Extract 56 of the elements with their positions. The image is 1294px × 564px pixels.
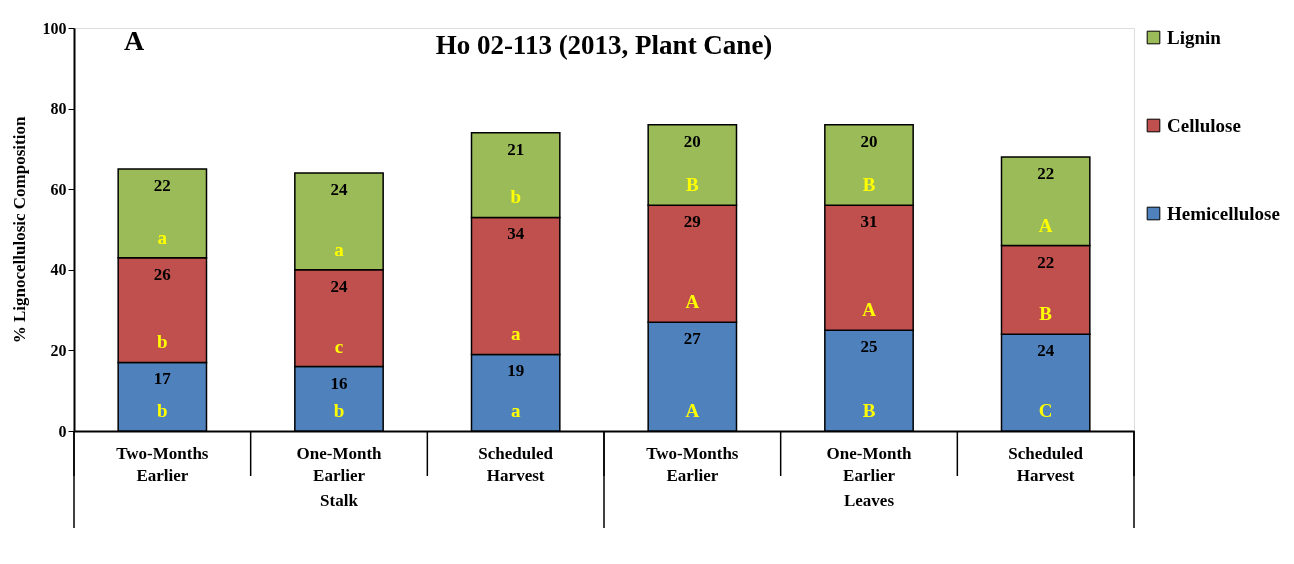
x-tick-label: Two-Months Earlier: [116, 443, 209, 485]
annotation: A: [124, 25, 145, 56]
data-label: 24: [330, 180, 348, 200]
chart-title: Ho 02-113 (2013, Plant Cane): [435, 30, 773, 60]
y-tick-label: 100: [42, 19, 67, 37]
y-tick-label: 0: [58, 422, 67, 440]
data-label: 20: [683, 131, 701, 151]
annotation: a: [157, 226, 168, 248]
y-tick-label: 20: [50, 341, 67, 359]
annotation: a: [510, 323, 521, 345]
x-tick-label: One-Month Earlier: [826, 443, 913, 485]
data-label: 34: [507, 224, 525, 244]
x-tick-label: Two-Months Earlier: [646, 443, 739, 485]
annotation: b: [157, 400, 168, 421]
annotation: B: [1039, 303, 1053, 325]
legend-label: Lignin: [1167, 26, 1222, 48]
y-tick-label: 40: [50, 261, 67, 279]
x-tick-label: One-Month Earlier: [296, 443, 383, 485]
data-label: 17: [153, 369, 172, 389]
annotation: B: [862, 400, 876, 421]
annotation: a: [334, 238, 345, 260]
annotation: C: [1038, 400, 1053, 421]
y-axis-title: % Lignocellulosic Composition: [9, 116, 29, 344]
data-label: 22: [1037, 163, 1055, 183]
data-label: 26: [153, 264, 171, 284]
annotation: A: [1038, 214, 1053, 236]
annotation: c: [334, 335, 344, 357]
data-label: 22: [1037, 252, 1055, 272]
text: Stalk: [320, 491, 359, 510]
data-label: 25: [860, 337, 878, 357]
annotation: B: [862, 174, 876, 196]
data-label: 20: [860, 131, 878, 151]
y-tick-label: 60: [50, 180, 67, 198]
data-label: 19: [507, 361, 525, 381]
annotation: B: [685, 174, 699, 196]
annotation: A: [685, 291, 700, 313]
data-label: 16: [330, 373, 348, 393]
text: Leaves: [843, 491, 895, 510]
x-tick-label: Scheduled Harvest: [478, 443, 554, 485]
legend-label: Cellulose: [1167, 114, 1241, 136]
annotation: A: [685, 400, 700, 421]
data-label: 27: [683, 329, 702, 349]
annotation: b: [510, 186, 521, 208]
y-tick-label: 80: [50, 100, 67, 118]
data-label: 24: [330, 276, 348, 296]
data-label: 21: [507, 139, 525, 159]
data-label: 24: [1037, 341, 1055, 361]
annotation: b: [333, 400, 345, 421]
annotation: a: [510, 400, 521, 421]
annotation: A: [862, 299, 877, 321]
data-label: 31: [860, 212, 878, 232]
data-label: 22: [153, 176, 171, 196]
x-tick-label: Scheduled Harvest: [1008, 443, 1084, 485]
legend-label: Hemicellulose: [1167, 202, 1280, 224]
annotation: b: [157, 331, 168, 353]
data-label: 29: [683, 212, 701, 232]
